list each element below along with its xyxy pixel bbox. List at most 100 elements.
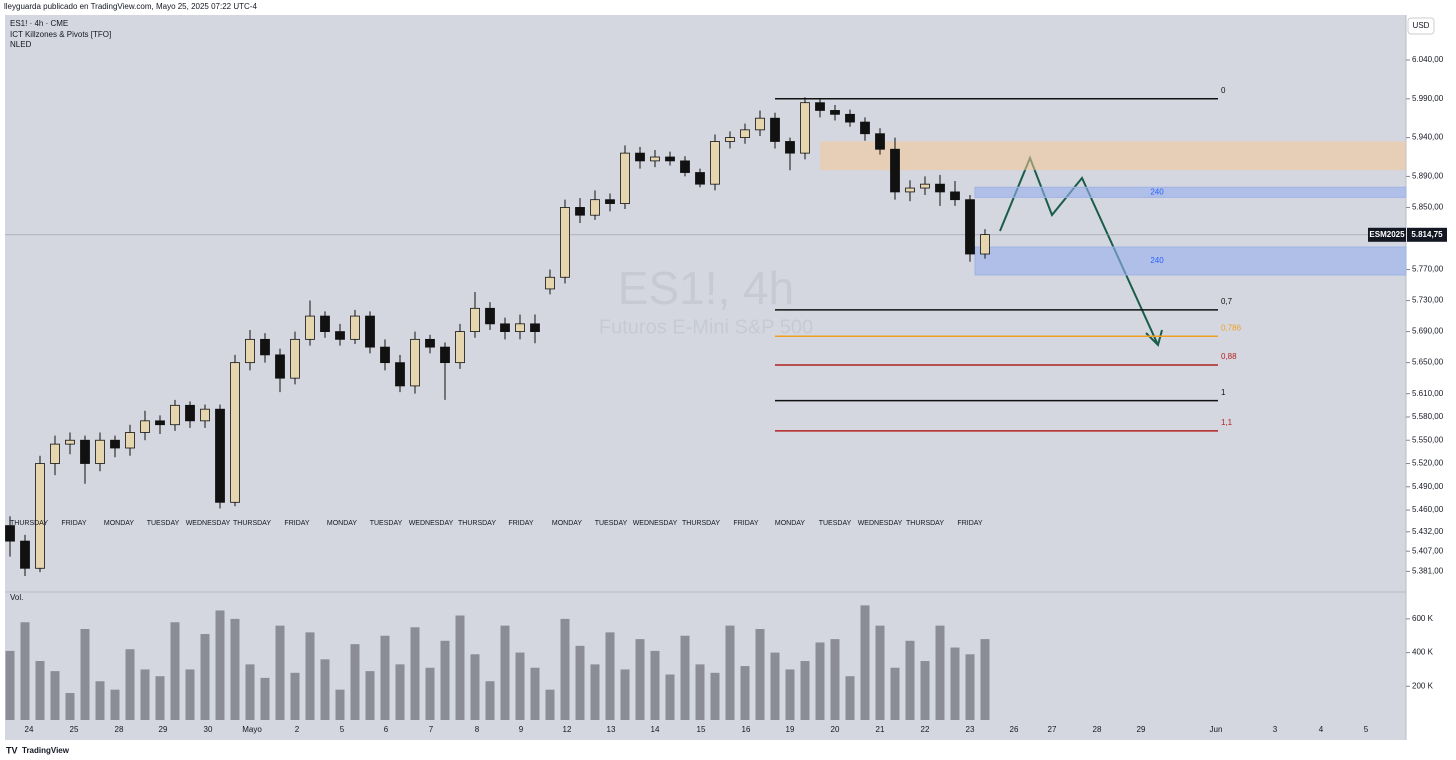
candle-body [380,346,390,364]
zone [974,186,1407,198]
volume-bar [680,635,690,720]
volume-bar [380,635,390,720]
volume-bar [770,652,780,720]
volume-bar [845,676,855,720]
x-tick-label: Jun [1210,725,1223,734]
candle-body [170,404,180,426]
volume-bar [755,628,765,720]
x-tick-label: 22 [921,725,930,734]
volume-bar [410,627,420,720]
candle-body [890,148,900,193]
volume-bar [785,669,795,720]
y-tick-label: 5.407,00 [1412,546,1444,555]
candle-body [920,183,930,189]
plot-bg [5,15,1406,740]
candle-body [665,156,675,162]
candle-body [650,156,660,162]
candle-body [5,525,15,542]
x-tick-label: 27 [1048,725,1057,734]
candle-body [110,439,120,449]
candle-body [965,199,975,255]
weekday-label: WEDNESDAY [186,520,231,527]
y-tick-label: 5.550,00 [1412,435,1444,444]
volume-tick-label: 200 K [1412,681,1434,690]
x-tick-label: 26 [1010,725,1019,734]
candle-body [680,160,690,173]
x-tick-label: 2 [295,725,300,734]
volume-bar [575,645,585,720]
candle-body [770,117,780,142]
candle-body [80,439,90,464]
y-tick-label: 5.850,00 [1412,203,1444,212]
candle-body [635,152,645,162]
weekday-label: MONDAY [327,520,358,527]
candle-body [875,133,885,150]
volume-bar [275,625,285,720]
volume-bar [830,639,840,720]
volume-bar [245,664,255,720]
x-tick-label: 8 [475,725,480,734]
candle-body [935,183,945,193]
candle-body [395,362,405,387]
candle-body [425,338,435,348]
x-tick-label: 5 [340,725,345,734]
volume-bar [665,674,675,720]
x-tick-label: 16 [742,725,751,734]
candle-body [785,141,795,154]
x-tick-label: 5 [1364,725,1369,734]
legend-line: ES1! · 4h · CME [10,19,68,28]
weekday-label: MONDAY [775,520,806,527]
candle-body [500,323,510,332]
symbol-box [1368,227,1406,242]
legend-line: NLED [10,40,32,49]
currency-box[interactable] [1407,17,1435,35]
y-tick-label: 5.730,00 [1412,296,1444,305]
volume-bar [5,650,15,720]
volume-bar [485,681,495,720]
fib-label: 0,88 [1221,352,1237,361]
weekday-label: TUESDAY [819,520,852,527]
candle-body [800,102,810,154]
candle-body [620,152,630,204]
candle-body [50,443,60,464]
volume-bar [35,661,45,720]
legend-line: ICT Killzones & Pivots [TFO] [10,30,111,39]
volume-bar [500,625,510,720]
candle-body [215,408,225,503]
candle-body [410,338,420,387]
volume-bar [365,671,375,720]
volume-bar [395,664,405,720]
volume-bar [545,689,555,720]
x-tick-label: 29 [159,725,168,734]
candle-body [755,117,765,131]
y-tick-label: 5.520,00 [1412,459,1444,468]
watermark-subtitle: Futuros E-Mini S&P 500 [599,316,813,338]
volume-bar [620,669,630,720]
currency[interactable]: USD [1413,21,1430,30]
x-tick-label: Mayo [242,725,262,734]
volume-bar [560,618,570,720]
volume-bar [50,671,60,720]
volume-bar [710,672,720,720]
y-tick-label: 5.381,00 [1412,566,1444,575]
x-tick-label: 15 [697,725,706,734]
volume-bar [230,618,240,720]
volume-bar [95,681,105,720]
candle-body [470,307,480,332]
candle-body [575,207,585,216]
x-tick-label: 19 [786,725,795,734]
volume-bar [65,693,75,720]
volume-bar [905,640,915,720]
volume-bar [800,661,810,720]
weekday-label: MONDAY [552,520,583,527]
volume-bar [935,625,945,720]
candle-body [20,540,30,569]
candle-body [905,187,915,193]
volume-bar [695,664,705,720]
y-tick-label: 5.650,00 [1412,358,1444,367]
y-tick-label: 5.690,00 [1412,327,1444,336]
y-tick-label: 5.460,00 [1412,505,1444,514]
x-tick-label: 6 [384,725,389,734]
volume-bar [170,622,180,720]
